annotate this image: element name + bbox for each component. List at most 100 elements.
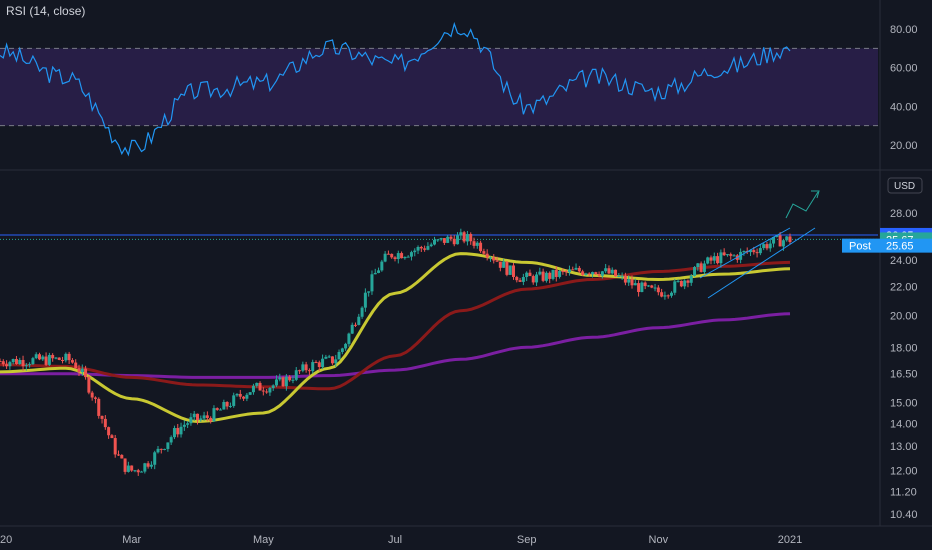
candle-body <box>699 263 703 272</box>
candle-body <box>340 348 344 352</box>
candle-body <box>502 261 506 268</box>
candle-body <box>571 269 575 271</box>
candle-body <box>24 365 28 367</box>
candle-body <box>686 280 690 283</box>
candle-body <box>41 356 45 360</box>
candle-body <box>439 238 443 240</box>
candle-body <box>337 351 341 360</box>
candle-body <box>70 360 74 363</box>
candle-body <box>548 272 552 279</box>
candle-body <box>370 274 374 292</box>
candle-body <box>456 235 460 245</box>
candle-body <box>386 253 390 255</box>
candle-body <box>564 271 568 273</box>
candle-body <box>679 280 683 287</box>
candle-body <box>113 438 117 455</box>
candle-body <box>219 409 223 411</box>
candle-body <box>265 391 269 393</box>
candle-body <box>5 364 9 367</box>
candle-body <box>383 253 387 262</box>
candle-body <box>781 240 785 247</box>
candle-body <box>508 265 512 275</box>
candle-body <box>77 368 81 372</box>
time-axis-label: Jul <box>388 534 402 546</box>
candle-body <box>416 246 420 251</box>
candle-body <box>54 357 58 359</box>
candle-body <box>11 359 15 363</box>
rsi-axis-tick: 60.00 <box>890 63 918 75</box>
candle-body <box>367 291 371 293</box>
rsi-indicator-title[interactable]: RSI (14, close) <box>6 4 86 18</box>
price-axis-tick: 16.50 <box>890 369 918 381</box>
candle-body <box>199 418 203 421</box>
candle-body <box>261 390 265 392</box>
candle-body <box>696 263 700 268</box>
candle-body <box>327 356 331 358</box>
rsi-line <box>0 21 791 157</box>
candle-body <box>93 397 97 399</box>
candle-body <box>706 257 710 264</box>
candle-body <box>449 236 453 239</box>
candle-body <box>126 465 130 472</box>
candle-body <box>400 253 404 259</box>
candle-body <box>479 242 483 252</box>
price-axis-tick: 10.40 <box>890 509 918 521</box>
candle-body <box>452 238 456 245</box>
candle-body <box>238 393 242 397</box>
candle-body <box>67 353 71 361</box>
candle-body <box>732 255 736 257</box>
candle-body <box>518 280 522 282</box>
candle-body <box>271 385 275 389</box>
candle-body <box>749 250 752 253</box>
candle-body <box>528 272 532 277</box>
ma-slow-line <box>0 312 791 379</box>
candle-body <box>172 428 176 438</box>
candle-body <box>419 246 423 249</box>
candle-body <box>186 423 190 425</box>
candle-body <box>123 458 127 472</box>
candle-body <box>633 283 637 286</box>
candle-body <box>712 256 716 261</box>
candle-body <box>472 241 476 246</box>
price-axis-tick: 15.00 <box>890 398 918 410</box>
candle-body <box>344 343 348 349</box>
candle-body <box>482 251 486 254</box>
candle-body <box>442 238 446 243</box>
candle-body <box>725 254 729 256</box>
candle-body <box>551 269 555 279</box>
candle-body <box>130 465 134 471</box>
price-badge <box>880 238 932 253</box>
candle-body <box>107 427 111 436</box>
candle-body <box>278 377 282 380</box>
candle-body <box>330 356 334 364</box>
candle-body <box>702 263 706 272</box>
candle-body <box>202 415 206 419</box>
candle-body <box>752 250 756 253</box>
candle-body <box>189 417 193 424</box>
candle-body <box>288 376 292 381</box>
candle-body <box>357 316 361 325</box>
candle-body <box>242 396 246 399</box>
candle-body <box>656 287 660 293</box>
ma-mid-line <box>0 260 791 391</box>
candle-body <box>719 252 723 264</box>
price-axis: 80.0060.0040.0020.0028.0026.0024.0022.00… <box>842 24 932 521</box>
candle-body <box>620 275 624 277</box>
currency-badge-label: USD <box>894 181 915 192</box>
candle-body <box>742 251 746 253</box>
candle-body <box>205 415 209 418</box>
candle-body <box>212 408 216 422</box>
candle-body <box>495 260 499 262</box>
candle-body <box>459 232 463 236</box>
channel-upper-line <box>699 227 791 279</box>
time-axis-label: Nov <box>649 534 669 546</box>
candle-body <box>650 285 654 288</box>
candle-body <box>156 448 160 453</box>
candle-body <box>521 277 525 282</box>
candle-body <box>505 261 509 275</box>
candle-body <box>775 235 779 237</box>
candle-body <box>44 356 48 365</box>
candle-body <box>0 361 2 363</box>
candle-body <box>538 271 542 275</box>
